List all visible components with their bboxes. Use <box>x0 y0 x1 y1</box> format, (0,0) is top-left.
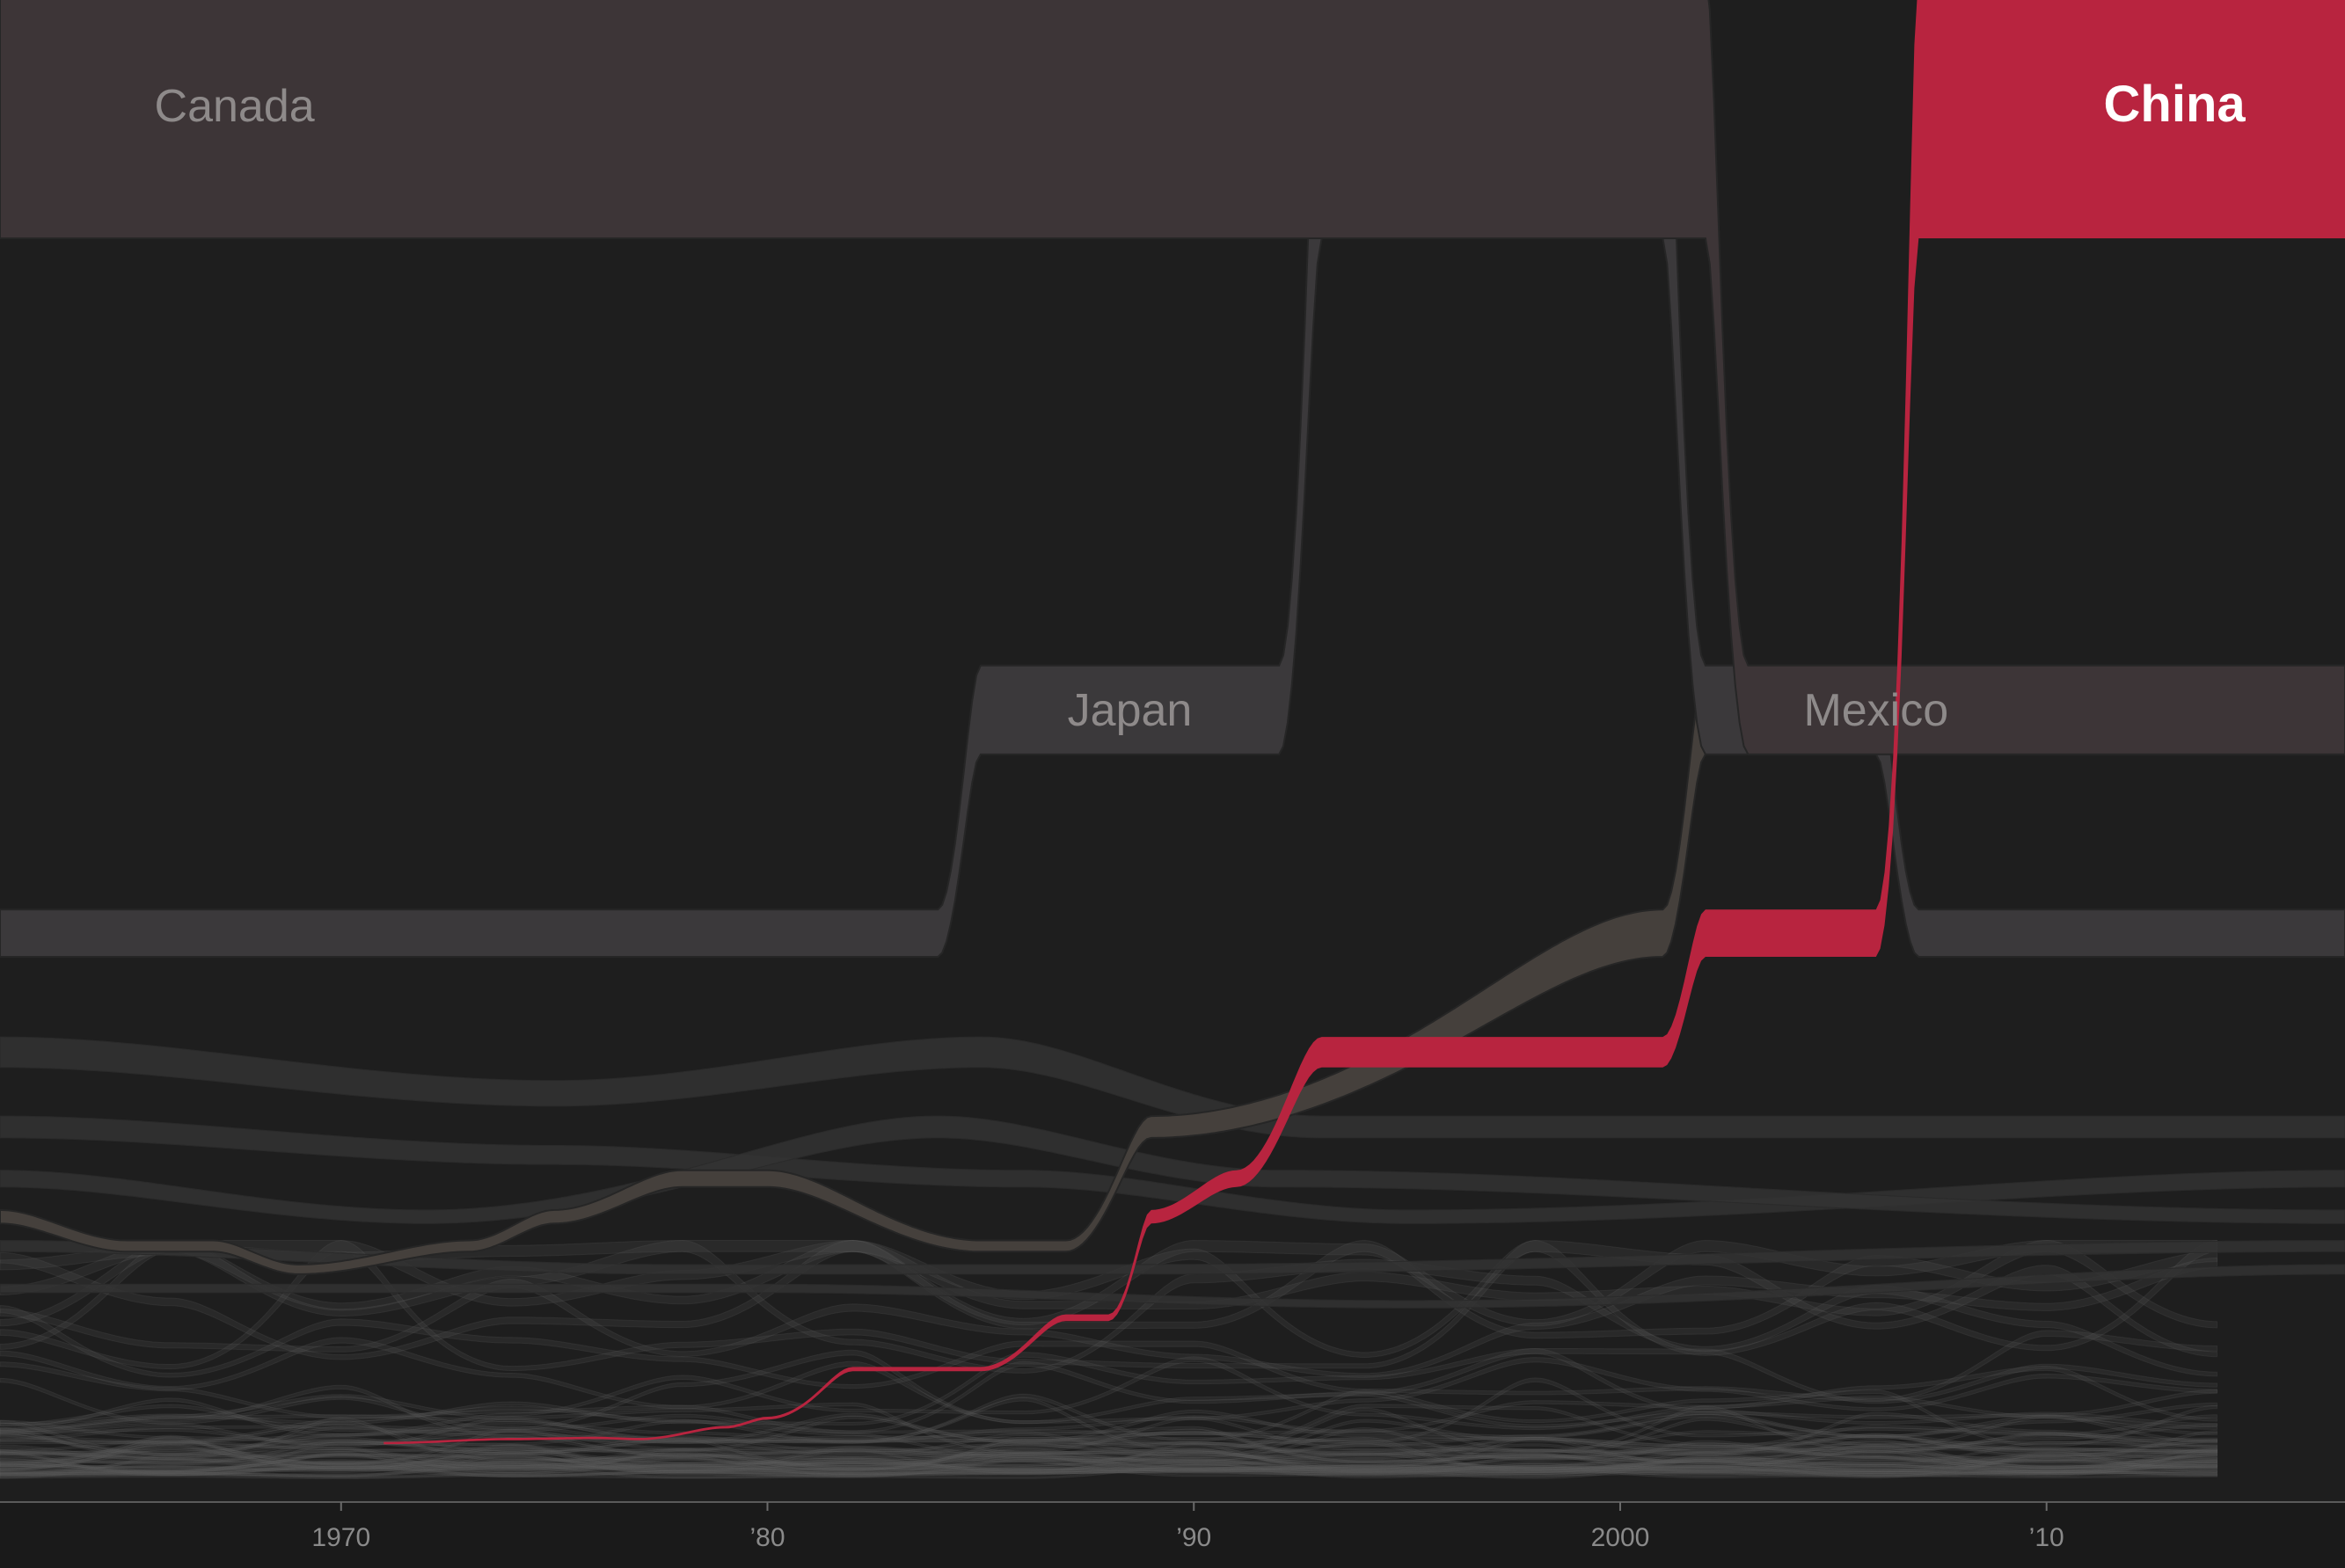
country-labels: China Canada Japan Mexico <box>155 76 2246 736</box>
other-country-band <box>0 1453 2218 1477</box>
other-country-band <box>0 1451 2218 1477</box>
other-country-band <box>0 1409 2218 1455</box>
other-country-band <box>0 1448 2218 1477</box>
other-country-band <box>0 1411 2218 1448</box>
x-tick-label: ’10 <box>2029 1523 2064 1552</box>
other-country-band <box>0 1425 2218 1466</box>
other-country-band <box>0 1337 2218 1424</box>
other-country-band <box>0 1448 2218 1477</box>
other-country-band <box>0 1451 2218 1474</box>
other-country-band <box>0 1411 2218 1458</box>
other-country-band <box>0 1449 2218 1479</box>
other-country-band <box>0 1395 2218 1447</box>
other-country-band <box>0 1451 2218 1479</box>
x-tick-label: ’90 <box>1176 1523 1211 1552</box>
other-country-band <box>0 1440 2218 1475</box>
other-country-band <box>0 1428 2218 1466</box>
x-axis: 1970 ’80 ’90 2000 ’10 <box>0 1501 2345 1568</box>
other-country-band <box>0 1426 2218 1465</box>
other-country-band <box>0 1448 2218 1475</box>
other-country-band <box>0 1402 2218 1456</box>
other-country-band <box>0 1349 2218 1431</box>
other-country-band <box>0 1239 2218 1350</box>
other-country-band <box>0 1442 2218 1473</box>
other-country-band <box>0 1264 2345 1309</box>
other-country-band <box>0 1348 2218 1434</box>
other-country-band <box>0 1434 2218 1471</box>
other-country-band <box>0 1239 2345 1275</box>
other-country-band <box>0 1440 2218 1472</box>
named-country-bands <box>0 0 2345 1445</box>
x-tick-label: 2000 <box>1591 1523 1650 1552</box>
country-label-china: China <box>2104 76 2246 133</box>
other-country-band <box>0 1452 2218 1479</box>
other-country-band <box>0 1447 2218 1477</box>
other-country-band <box>0 1452 2218 1479</box>
other-country-band <box>0 1458 2218 1478</box>
other-country-band <box>0 1452 2218 1477</box>
other-country-band <box>0 1436 2218 1472</box>
other-country-band <box>0 1434 2218 1472</box>
other-country-band <box>0 1464 2218 1479</box>
other-country-bands <box>0 1036 2345 1309</box>
series-band-canada <box>0 0 2345 755</box>
other-country-band <box>0 1377 2218 1444</box>
other-country-band <box>0 1458 2218 1476</box>
other-country-band <box>0 1404 2218 1455</box>
other-country-band <box>0 1455 2218 1477</box>
other-country-band <box>0 1389 2218 1448</box>
other-country-band <box>0 1440 2218 1475</box>
country-label-mexico: Mexico <box>1803 685 1948 736</box>
country-label-japan: Japan <box>1068 685 1193 736</box>
other-country-band <box>0 1443 2218 1469</box>
other-country-band <box>0 1239 2218 1360</box>
other-country-band <box>0 1455 2218 1477</box>
other-country-band <box>0 1115 2345 1224</box>
country-label-canada: Canada <box>155 81 315 132</box>
other-country-band <box>0 1452 2218 1479</box>
other-country-band <box>0 1437 2218 1470</box>
other-country-band <box>0 1405 2218 1457</box>
other-country-band <box>0 1446 2218 1477</box>
other-country-band <box>0 1453 2218 1477</box>
other-country-band <box>0 1443 2218 1474</box>
other-country-band <box>0 1414 2218 1462</box>
x-tick-label: 1970 <box>311 1523 370 1552</box>
other-country-band <box>0 1436 2218 1472</box>
other-country-band <box>0 1036 2345 1139</box>
other-country-band <box>0 1418 2218 1459</box>
other-country-band <box>0 1421 2218 1455</box>
x-axis-band <box>0 1502 2345 1568</box>
other-country-band <box>0 1440 2218 1473</box>
other-country-band <box>0 1356 2218 1437</box>
other-country-band <box>0 1440 2218 1475</box>
other-country-band <box>0 1402 2218 1444</box>
other-country-band <box>0 1455 2218 1480</box>
other-country-band <box>0 1412 2218 1458</box>
other-country-band <box>0 1347 2218 1427</box>
other-country-band <box>0 1394 2218 1453</box>
series-band-china <box>384 0 2345 1445</box>
x-tick-label: ’80 <box>749 1523 785 1552</box>
other-country-band <box>0 1441 2218 1475</box>
other-country-band <box>0 1457 2218 1478</box>
other-country-band <box>0 1304 2218 1402</box>
other-country-band <box>0 1428 2218 1468</box>
other-country-band <box>0 1437 2218 1470</box>
